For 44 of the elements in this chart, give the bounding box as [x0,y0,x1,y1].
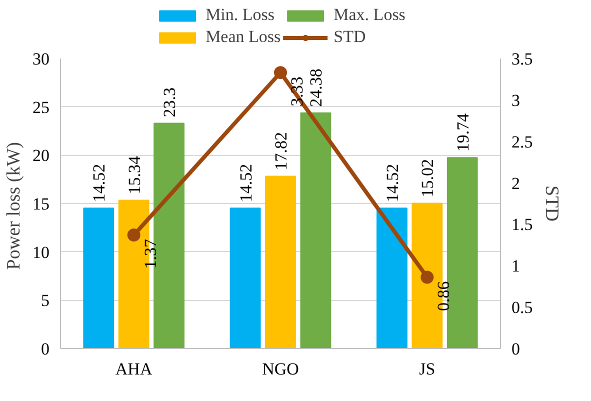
data-label: 15.02 [418,159,438,198]
y-tick-label: 0 [41,340,50,358]
legend-label: Max. Loss [334,5,406,25]
y-tick-label: 5 [41,291,50,310]
data-label: 14.52 [382,164,402,202]
data-label: 14.52 [90,164,109,202]
data-label: 0.86 [434,281,454,311]
data-label: 14.52 [236,164,256,202]
point [274,66,287,80]
y2-tick-label: 3 [512,90,520,110]
bar [230,208,261,348]
y2-tick-label: 2.5 [512,132,533,152]
y2-tick-label: 2 [512,174,520,193]
point [127,228,140,242]
legend-label: Mean Loss [206,27,281,47]
y2-tick-label: 1 [512,256,520,276]
data-label: 15.34 [124,155,144,194]
data-label: 17.82 [272,132,290,170]
y2-tick-label: 3.5 [512,50,533,68]
y-tick-label: 30 [32,50,50,68]
y-tick-label: 20 [32,146,50,166]
bar [300,112,332,348]
data-label: 19.74 [453,112,472,152]
legend-label: STD [334,27,366,47]
data-label: 24.38 [306,68,326,107]
y2-tick-label: 0.5 [512,298,533,318]
point [420,270,434,284]
y-axis-title: Power loss (kW) [4,142,24,270]
y2-tick-label: 1.5 [512,215,533,234]
y-tick-label: 15 [32,194,50,214]
data-label: 23.3 [160,88,180,118]
bar [376,208,408,348]
y-tick-label: 10 [32,242,50,262]
x-tick-label: NGO [262,360,299,378]
y2-tick-label: 0 [512,340,520,358]
x-tick-label: JS [419,360,436,378]
bar [83,208,114,348]
bar [265,176,296,348]
y2-axis-title: STD [540,186,562,222]
legend-label: Min. Loss [206,5,275,25]
data-label: 1.37 [140,238,160,269]
x-tick-label: AHA [115,360,153,378]
data-label: 3.33 [288,76,306,106]
y-tick-label: 25 [32,98,50,117]
